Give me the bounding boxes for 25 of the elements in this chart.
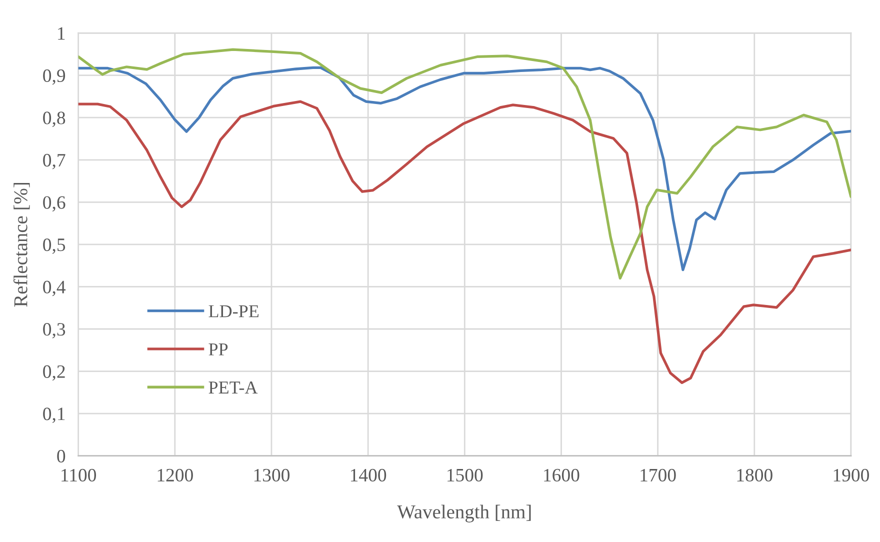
y-axis-title: Reflectance [%] xyxy=(13,183,30,307)
x-tick-label: 1700 xyxy=(640,468,676,482)
y-tick-label: 0,5 xyxy=(43,238,66,254)
x-tick-label: 1900 xyxy=(834,468,869,482)
y-tick-label: 0,4 xyxy=(43,280,66,296)
x-tick-label: 1400 xyxy=(350,468,386,482)
y-tick-label: 0,7 xyxy=(43,154,66,170)
y-tick-label: 0,3 xyxy=(43,323,66,338)
y-tick-label: 0 xyxy=(57,450,66,463)
x-tick-label: 1200 xyxy=(158,468,193,482)
x-tick-label: 1100 xyxy=(62,468,96,482)
y-tick-label: 0,6 xyxy=(43,196,66,212)
y-tick-label: 0,9 xyxy=(43,69,66,85)
x-axis-title: Wavelength [nm] xyxy=(397,504,531,522)
legend-label: PET-A xyxy=(208,382,258,394)
y-tick-label: 0,2 xyxy=(43,365,65,381)
legend-label: PP xyxy=(208,343,228,356)
y-tick-label: 0,1 xyxy=(43,408,65,423)
x-tick-label: 1300 xyxy=(254,468,290,482)
x-tick-label: 1800 xyxy=(737,468,772,482)
legend-label: LD-PE xyxy=(208,305,258,318)
y-tick-label: 1 xyxy=(58,27,65,40)
x-tick-label: 1600 xyxy=(544,468,580,482)
x-tick-label: 1500 xyxy=(448,468,483,482)
y-tick-label: 0,8 xyxy=(43,112,66,127)
